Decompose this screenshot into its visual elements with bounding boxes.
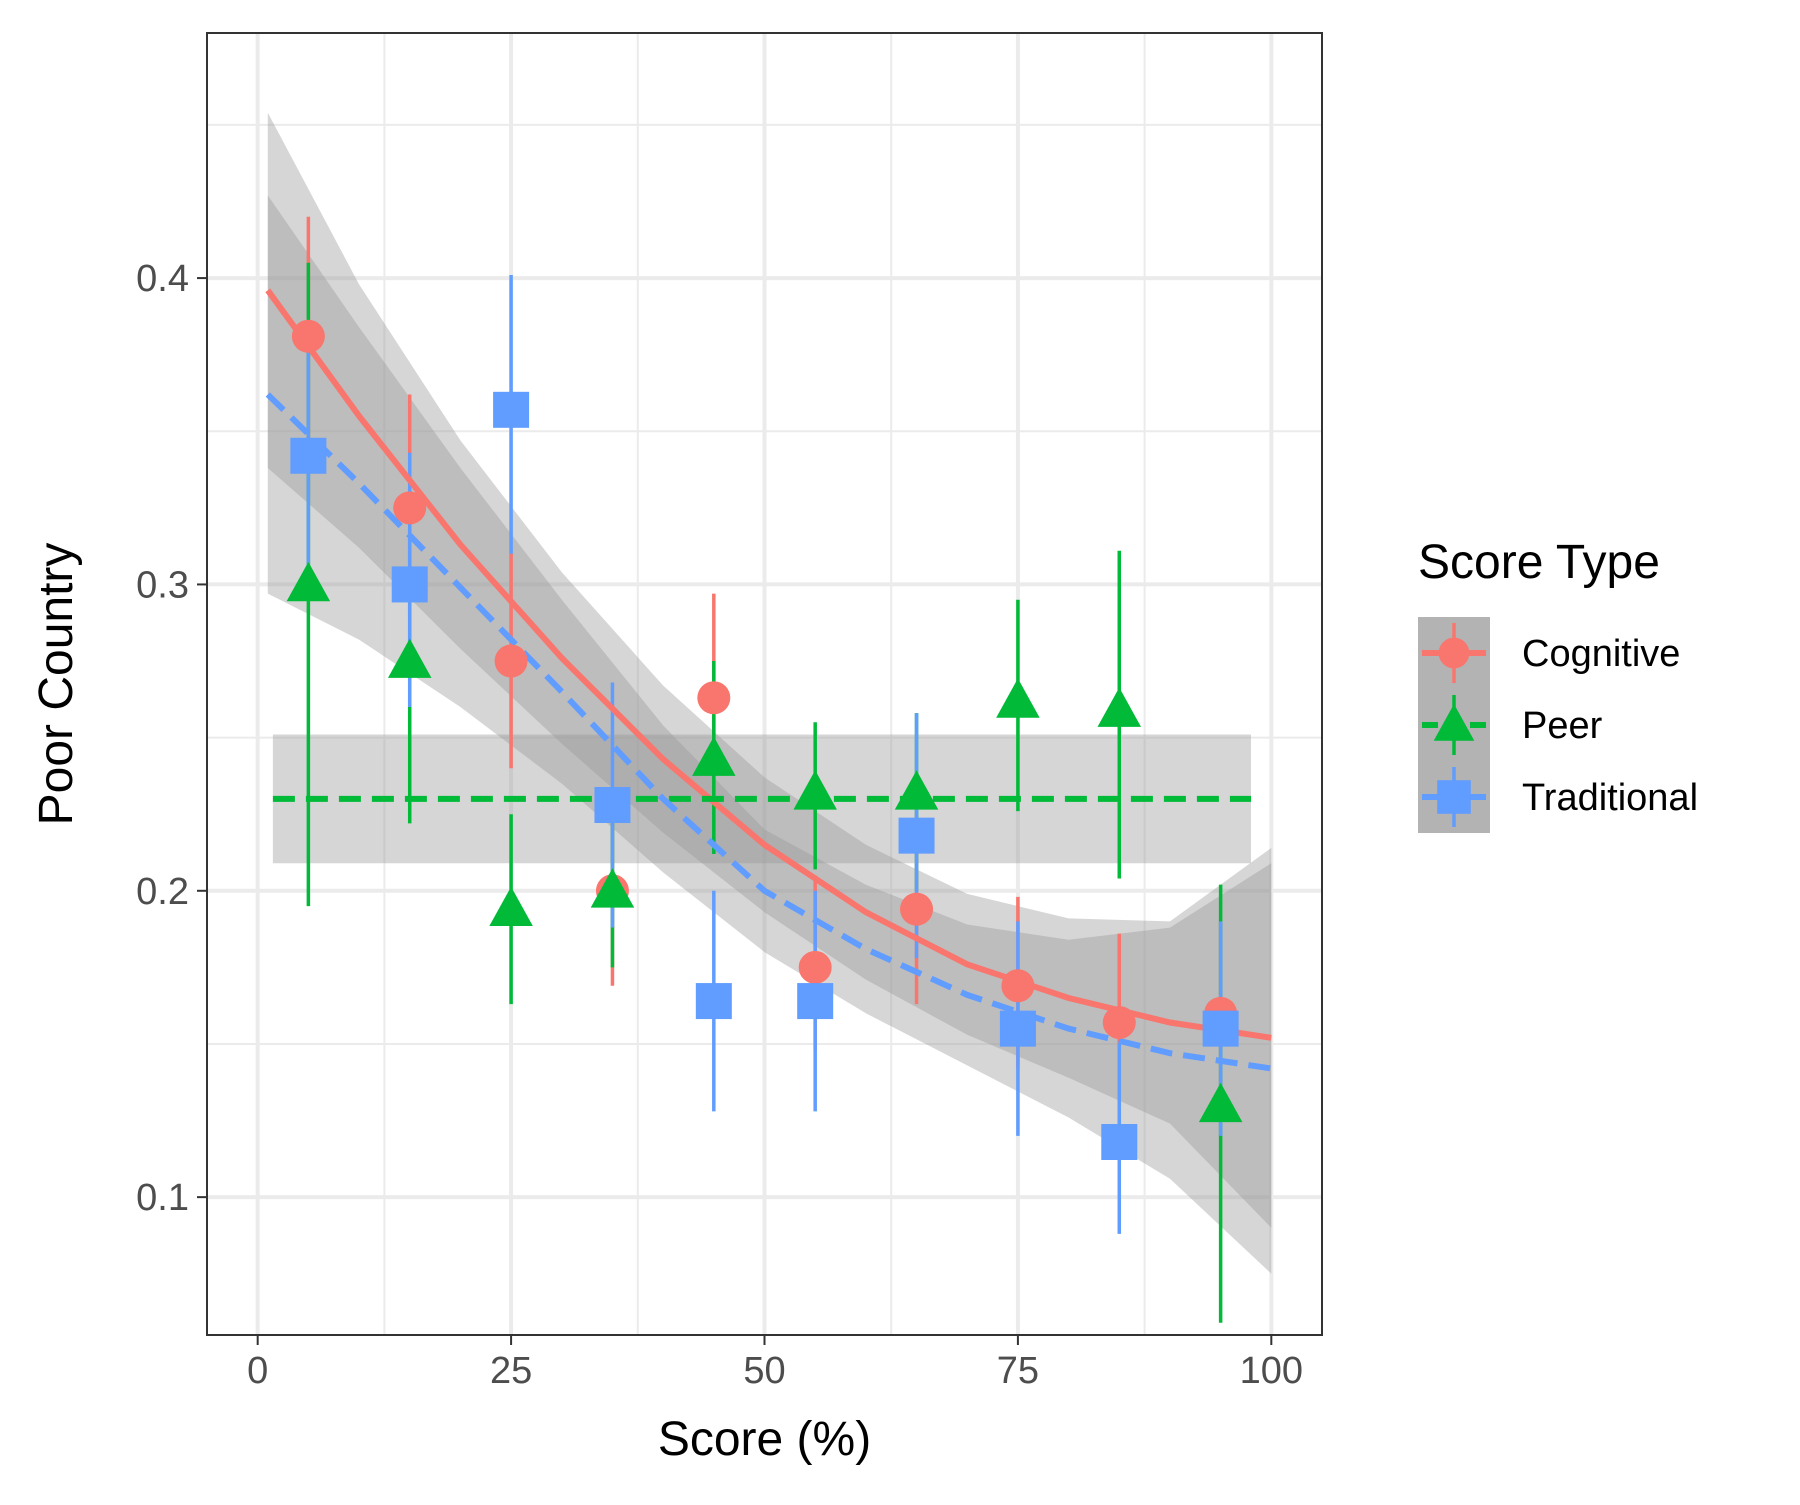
x-tick-label: 0 bbox=[247, 1350, 268, 1392]
legend-marker-peer bbox=[1433, 704, 1475, 741]
point-cognitive bbox=[900, 892, 934, 926]
y-tick-label: 0.1 bbox=[136, 1177, 189, 1219]
point-cognitive bbox=[798, 950, 832, 984]
ribbon-peer bbox=[272, 734, 1251, 864]
point-traditional bbox=[797, 983, 834, 1020]
point-traditional bbox=[493, 391, 530, 428]
point-traditional bbox=[1101, 1123, 1138, 1160]
legend-marker-traditional bbox=[1437, 780, 1471, 814]
data-points bbox=[286, 319, 1243, 1160]
point-traditional bbox=[391, 566, 428, 603]
point-traditional bbox=[1202, 1010, 1239, 1047]
point-traditional bbox=[695, 983, 732, 1020]
point-peer bbox=[387, 638, 432, 678]
point-cognitive bbox=[291, 319, 325, 353]
y-axis-title: Poor Country bbox=[30, 543, 83, 826]
x-tick-label: 25 bbox=[490, 1350, 532, 1392]
point-peer bbox=[1097, 687, 1142, 727]
point-peer bbox=[996, 678, 1040, 718]
x-tick-label: 75 bbox=[997, 1350, 1039, 1392]
point-cognitive bbox=[494, 644, 528, 678]
fit-line-traditional bbox=[265, 392, 1272, 1072]
x-tick-label: 50 bbox=[743, 1350, 785, 1392]
x-tick-label: 100 bbox=[1240, 1350, 1303, 1392]
point-peer bbox=[793, 770, 837, 810]
point-cognitive bbox=[393, 491, 427, 525]
point-peer bbox=[590, 868, 635, 908]
legend-label-cognitive: Cognitive bbox=[1522, 633, 1680, 675]
point-cognitive bbox=[1102, 1006, 1136, 1040]
point-peer bbox=[1198, 1082, 1243, 1123]
legend-marker-cognitive bbox=[1438, 637, 1470, 669]
point-traditional bbox=[290, 437, 327, 474]
y-tick-label: 0.4 bbox=[136, 258, 189, 300]
point-traditional bbox=[898, 817, 935, 854]
confidence-ribbons bbox=[267, 112, 1272, 1274]
legend-title: Score Type bbox=[1418, 536, 1660, 589]
y-tick-label: 0.3 bbox=[136, 564, 189, 606]
ribbon-traditional bbox=[267, 195, 1272, 1274]
point-cognitive bbox=[697, 681, 731, 715]
legend-label-traditional: Traditional bbox=[1522, 777, 1698, 819]
point-peer bbox=[489, 886, 533, 927]
point-peer bbox=[286, 561, 331, 602]
ribbon-cognitive bbox=[267, 112, 1272, 1228]
fit-line-cognitive bbox=[265, 288, 1272, 1041]
point-peer bbox=[692, 736, 736, 776]
fit-lines bbox=[265, 288, 1272, 1072]
x-axis-title: Score (%) bbox=[658, 1413, 871, 1466]
point-peer bbox=[894, 770, 939, 810]
legend-label-peer: Peer bbox=[1522, 705, 1603, 747]
point-traditional bbox=[999, 1010, 1036, 1047]
point-cognitive bbox=[1001, 969, 1035, 1003]
legend: Score Type Cognitive Peer Traditional bbox=[1418, 536, 1698, 833]
axes: 0 25 50 75 100 0.1 0.2 0.3 0.4 Score (%) Poor Coun… bbox=[30, 258, 1303, 1466]
y-tick-label: 0.2 bbox=[136, 871, 189, 913]
point-traditional bbox=[594, 787, 631, 824]
